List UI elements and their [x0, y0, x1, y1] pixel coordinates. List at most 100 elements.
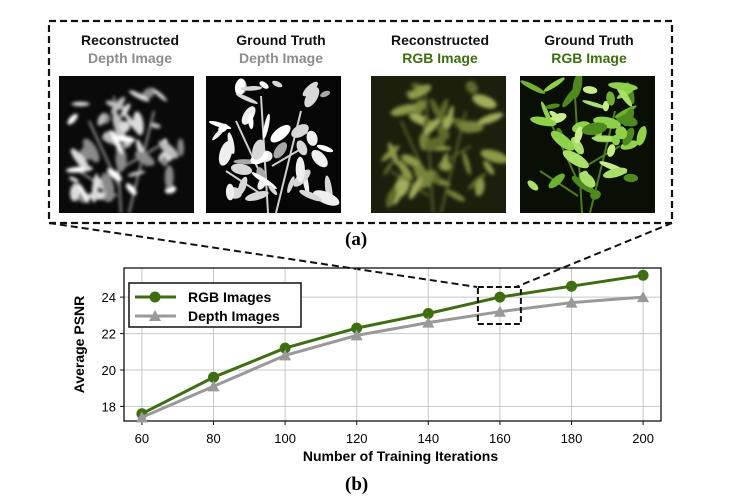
- plant-leaf: [111, 96, 126, 114]
- plant-leaf: [520, 80, 546, 94]
- plant-leaf: [142, 87, 156, 100]
- plant-leaf: [272, 80, 283, 88]
- plant-leaf: [549, 110, 560, 119]
- plant-leaf: [579, 171, 596, 188]
- legend-label-2: Depth Images: [188, 308, 280, 324]
- plant-leaf: [475, 178, 485, 197]
- plant-leaf: [383, 160, 394, 176]
- plant-leaf: [262, 113, 270, 139]
- plant-leaf: [590, 190, 601, 200]
- plant-leaf: [636, 126, 647, 146]
- plant-leaf: [245, 191, 269, 201]
- reconstructed-rgb-image: [371, 76, 506, 213]
- plant-leaf: [581, 122, 608, 136]
- plant-leaf: [623, 108, 635, 127]
- plant-leaf: [603, 167, 628, 179]
- y-axis-label: Average PSNR: [71, 296, 87, 394]
- rgb-data-point: [422, 308, 434, 320]
- plant-leaf: [430, 98, 442, 121]
- legend-label-1: RGB Images: [188, 289, 271, 305]
- plant-leaf: [472, 94, 497, 109]
- depth-data-point: [350, 329, 363, 341]
- plant-leaf: [270, 124, 291, 143]
- plant-leaf: [390, 104, 417, 116]
- image-caption-1: Reconstructed Depth Image: [80, 32, 180, 66]
- plant-leaf: [562, 83, 582, 108]
- series-line-2: [141, 295, 644, 419]
- ground-truth-rgb-image: [520, 76, 655, 213]
- plant-leaf: [70, 183, 81, 202]
- plant-leaf: [408, 177, 422, 200]
- x-tick-label: 120: [346, 431, 368, 446]
- plant-leaf: [230, 163, 253, 175]
- depth-data-point: [422, 316, 435, 328]
- plant-leaf: [107, 168, 122, 182]
- plant-leaf: [395, 179, 410, 198]
- plant-leaf: [545, 103, 560, 109]
- panel-b-label: (b): [345, 474, 369, 495]
- plant-leaf: [124, 113, 141, 135]
- plant-leaf: [483, 160, 495, 175]
- plant-leaf: [134, 151, 155, 166]
- plant-photo: [371, 76, 506, 213]
- zoom-line-right: [515, 222, 673, 288]
- plant-leaf: [110, 129, 123, 155]
- plant-leaf: [387, 142, 399, 166]
- plant-stem: [390, 170, 430, 197]
- ground-truth-depth-image: [206, 76, 341, 213]
- depth-data-point: [637, 291, 650, 303]
- plant-leaf: [252, 139, 265, 160]
- plant-leaf: [446, 105, 454, 128]
- x-tick-label: 100: [274, 431, 296, 446]
- plant-leaf: [530, 116, 557, 127]
- plant-leaf: [69, 176, 79, 183]
- rgb-data-point: [279, 342, 291, 354]
- x-tick-label: 180: [561, 431, 583, 446]
- zoom-highlight-box: [476, 286, 522, 325]
- plant-leaf: [418, 169, 435, 189]
- plant-leaf: [287, 176, 295, 194]
- plant-leaf: [623, 173, 639, 183]
- plant-leaf: [295, 156, 305, 183]
- plant-leaf: [607, 144, 616, 157]
- plant-leaf: [477, 112, 504, 125]
- plant-leaf: [101, 172, 115, 196]
- plant-leaf: [268, 184, 278, 196]
- y-tick-label: 20: [102, 363, 116, 378]
- plant-leaf: [71, 101, 90, 107]
- image-caption-3: Reconstructed RGB Image: [390, 32, 490, 66]
- plant-leaf: [571, 176, 596, 194]
- plant-leaf: [446, 189, 466, 202]
- plant-leaf: [574, 126, 583, 144]
- plant-leaf: [306, 130, 318, 146]
- plant-leaf: [480, 149, 506, 164]
- plant-leaf: [112, 111, 126, 140]
- plant-photo: [59, 76, 194, 213]
- plant-leaf: [614, 105, 637, 118]
- reconstructed-depth-image: [59, 76, 194, 213]
- plant-leaf: [582, 100, 608, 109]
- plant-leaf: [119, 121, 131, 133]
- plant-leaf: [527, 180, 539, 191]
- panel-a-dashed-box: [47, 19, 674, 225]
- legend-marker-triangle: [149, 310, 161, 321]
- plant-leaf: [152, 88, 168, 102]
- plant-leaf: [234, 78, 246, 96]
- plant-leaf: [622, 127, 635, 146]
- x-axis-label: Number of Training Iterations: [303, 448, 498, 464]
- plant-leaf: [562, 150, 589, 169]
- image-caption-4: Ground Truth RGB Image: [544, 32, 634, 66]
- plant-leaf: [259, 81, 269, 89]
- x-tick-label: 160: [489, 431, 511, 446]
- legend-marker-circle: [149, 291, 161, 303]
- rgb-data-point: [637, 269, 649, 281]
- plant-leaf: [302, 81, 318, 97]
- x-tick-label: 140: [417, 431, 439, 446]
- plant-leaf: [316, 144, 334, 153]
- depth-data-point: [279, 349, 292, 361]
- plant-leaf: [437, 125, 450, 140]
- plant-leaf: [177, 138, 185, 157]
- image-caption-2: Ground Truth Depth Image: [236, 32, 326, 66]
- plant-leaf: [273, 142, 288, 159]
- plant-leaf: [82, 138, 100, 163]
